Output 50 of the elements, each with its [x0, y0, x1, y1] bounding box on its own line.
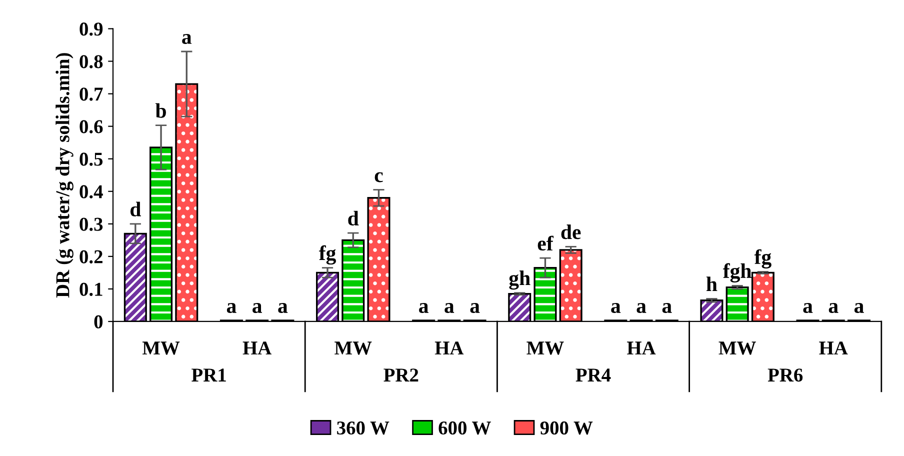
y-tick-label: 0.8 — [80, 55, 103, 68]
data-label: a — [662, 303, 672, 314]
data-label: de — [561, 224, 581, 240]
y-tick-label: 0.6 — [80, 120, 103, 134]
text: PR4 — [576, 368, 611, 382]
data-label: a — [803, 303, 813, 314]
y-tick-label: 0.7 — [80, 88, 103, 101]
data-label: a — [636, 303, 646, 314]
data-label: a — [828, 303, 838, 314]
x-tick-label: MW — [526, 342, 564, 355]
data-label: fg — [318, 245, 336, 265]
text: PR1 — [192, 368, 226, 382]
data-label: fgh — [723, 263, 752, 282]
data-label: a — [611, 303, 621, 314]
x-tick-label: HA — [242, 342, 272, 354]
data-label: h — [706, 276, 718, 292]
data-label: d — [130, 202, 141, 216]
y-tick-label: 0 — [94, 315, 103, 328]
data-label: a — [278, 303, 288, 314]
data-label: a — [226, 303, 236, 314]
data-label: a — [252, 303, 262, 314]
y-tick-label: 0.5 — [80, 152, 103, 166]
x-tick-label: MW — [142, 342, 180, 355]
y-tick-label: 0.2 — [80, 250, 102, 264]
y-tick-label: 0.9 — [80, 22, 103, 36]
data-label: a — [470, 303, 480, 314]
y-tick-label: 0.3 — [80, 218, 103, 231]
data-label: ef — [538, 236, 554, 251]
x-tick-label: HA — [819, 342, 848, 354]
legend-label: 600 W — [438, 421, 491, 435]
x-tick-label: HA — [434, 342, 464, 354]
data-label: a — [444, 303, 454, 314]
data-label: d — [348, 210, 359, 226]
x-tick-label: MW — [334, 342, 372, 355]
data-label: b — [155, 103, 166, 118]
x-tick-label: HA — [627, 342, 656, 354]
legend-label: 360 W — [337, 421, 390, 435]
data-label: a — [854, 303, 864, 314]
y-tick-label: 0.1 — [80, 282, 102, 296]
y-tick-label: 0.4 — [80, 185, 103, 198]
data-label: c — [374, 172, 383, 182]
y-axis-title: DR (g water/g dry solids.min) — [56, 53, 74, 298]
data-label: a — [419, 303, 428, 314]
text: PR6 — [768, 368, 803, 382]
data-label: a — [182, 34, 192, 44]
text: PR2 — [384, 368, 418, 382]
data-label: fg — [754, 249, 772, 268]
legend-label: 900 W — [540, 421, 593, 435]
data-label: gh — [509, 270, 530, 290]
x-tick-label: MW — [718, 342, 756, 355]
